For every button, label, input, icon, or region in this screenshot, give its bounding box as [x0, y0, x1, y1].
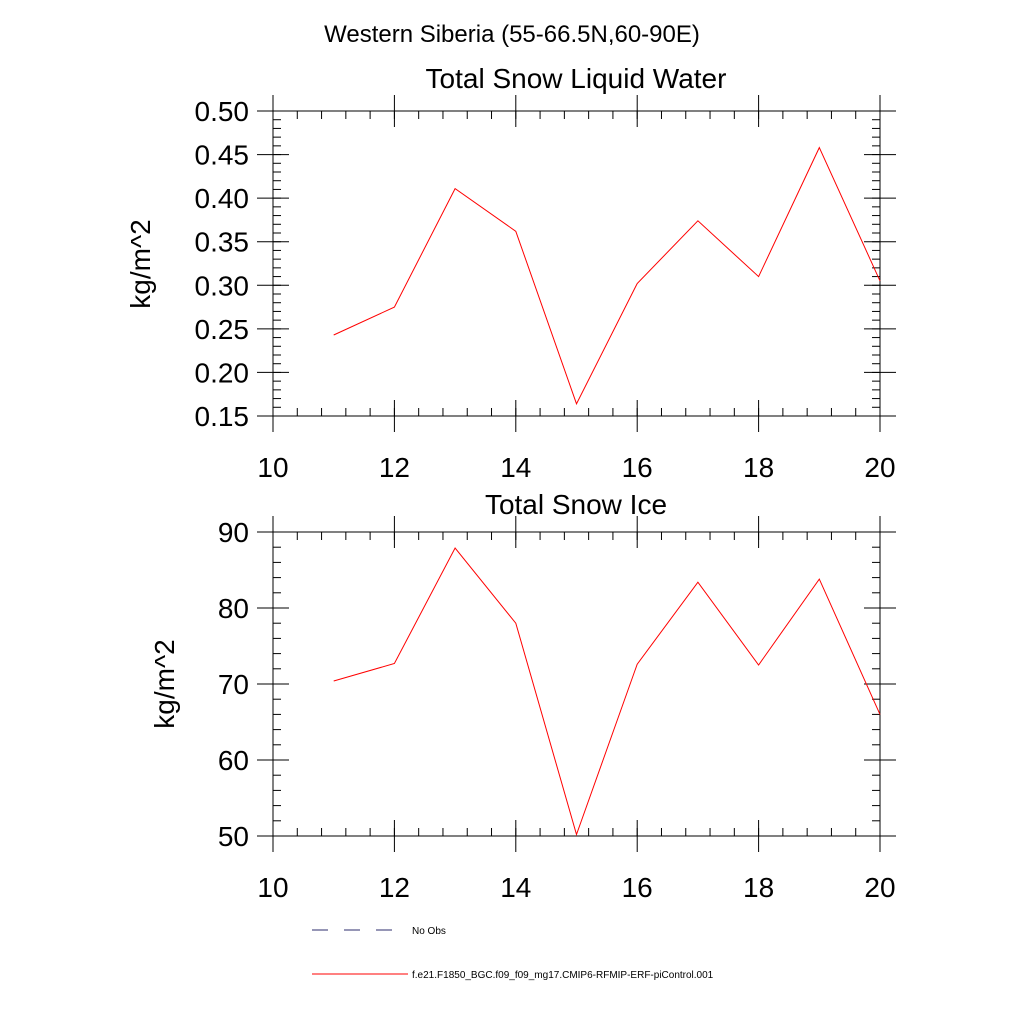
y-tick-label: 60	[218, 745, 249, 776]
y-tick-label: 0.50	[195, 96, 250, 127]
y-tick-label: 0.35	[195, 227, 250, 258]
data-point	[697, 582, 698, 583]
legend: No Obs f.e21.F1850_BGC.f09_f09_mg17.CMIP…	[312, 926, 714, 981]
y-axis-label: kg/m^2	[149, 639, 180, 728]
y-tick-label: 0.25	[195, 314, 250, 345]
data-point	[819, 579, 820, 580]
panel-snow-liquid-water: Total Snow Liquid Water kg/m^2 10 12 14 16 1…	[125, 63, 896, 483]
y-tick-label: 50	[218, 821, 249, 852]
x-tick-label: 12	[379, 452, 410, 483]
y-axis-label: kg/m^2	[125, 219, 156, 308]
x-tick-label: 18	[743, 872, 774, 903]
data-point	[515, 623, 516, 624]
data-point	[394, 307, 395, 308]
legend-label: No Obs	[412, 926, 446, 937]
data-point	[758, 276, 759, 277]
x-tick-label: 20	[864, 452, 895, 483]
data-point	[880, 714, 881, 715]
x-tick-label: 14	[500, 872, 531, 903]
axis-ticks	[257, 516, 896, 852]
legend-label: f.e21.F1850_BGC.f09_f09_mg17.CMIP6-RFMIP…	[412, 970, 714, 981]
data-point	[333, 680, 334, 681]
series-layer	[333, 146, 881, 406]
data-point	[455, 188, 456, 189]
y-tick-label: 70	[218, 669, 249, 700]
data-point	[697, 220, 698, 221]
panel-title: Total Snow Liquid Water	[426, 63, 727, 94]
panel-snow-ice: Total Snow Ice kg/m^2 10 12 14 16 18 20 50 60 70…	[149, 489, 896, 903]
y-tick-label: 0.20	[195, 357, 250, 388]
data-point	[515, 231, 516, 232]
x-tick-label: 18	[743, 452, 774, 483]
axis-ticks	[257, 95, 896, 432]
series-line	[333, 146, 881, 406]
x-tick-label: 12	[379, 872, 410, 903]
y-tick-label: 0.45	[195, 140, 250, 171]
data-point	[455, 547, 456, 548]
data-point	[576, 834, 577, 835]
data-point	[576, 403, 577, 404]
x-tick-label: 20	[864, 872, 895, 903]
x-tick-label: 16	[622, 452, 653, 483]
figure-title: Western Siberia (55-66.5N,60-90E)	[324, 21, 700, 48]
y-tick-label: 80	[218, 593, 249, 624]
x-tick-label: 14	[500, 452, 531, 483]
x-tick-label: 16	[622, 872, 653, 903]
data-point	[819, 147, 820, 148]
data-point	[394, 663, 395, 664]
y-tick-label: 90	[218, 517, 249, 548]
series-layer	[333, 547, 881, 837]
series-line	[333, 547, 881, 837]
y-tick-label: 0.15	[195, 401, 250, 432]
data-point	[637, 664, 638, 665]
tick-labels: 10 12 14 16 18 20 0.15 0.20 0.25 0.30 0.35 0.40 0.45…	[195, 96, 896, 483]
data-point	[758, 665, 759, 666]
x-tick-label: 10	[257, 452, 288, 483]
data-point	[637, 283, 638, 284]
y-tick-label: 0.30	[195, 270, 250, 301]
x-tick-label: 10	[257, 872, 288, 903]
panel-title: Total Snow Ice	[485, 489, 667, 520]
y-tick-label: 0.40	[195, 183, 250, 214]
plot-frame	[272, 531, 881, 837]
plot-frame	[272, 110, 881, 417]
tick-labels: 10 12 14 16 18 20 50 60 70 80 90	[218, 517, 896, 903]
data-point	[333, 334, 334, 335]
data-point	[880, 280, 881, 281]
